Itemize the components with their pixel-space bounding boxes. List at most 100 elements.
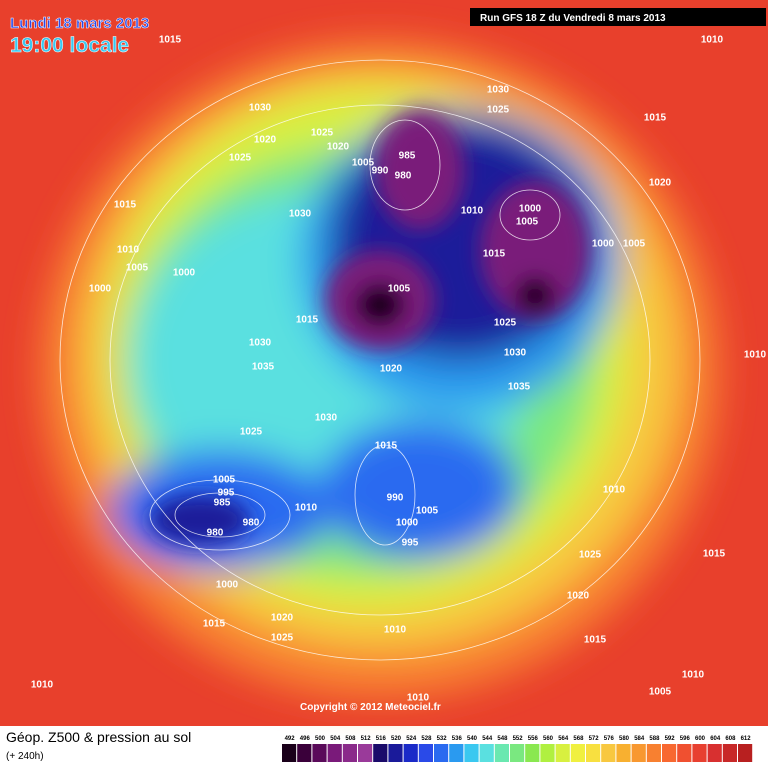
- colorbar-swatch: [722, 744, 737, 762]
- isobar-label: 1015: [114, 200, 137, 211]
- colorbar-swatch: [601, 744, 616, 762]
- colorbar-label: 604: [710, 736, 721, 742]
- colorbar-label: 516: [376, 736, 387, 742]
- isobar-label: 1010: [744, 350, 767, 361]
- colorbar-swatch: [525, 744, 540, 762]
- isobar-label: 1015: [296, 315, 319, 326]
- isobar-label: 1025: [311, 128, 334, 139]
- colorbar-label: 536: [452, 736, 463, 742]
- run-info: Run GFS 18 Z du Vendredi 8 mars 2013: [480, 13, 666, 24]
- colorbar-swatch: [646, 744, 661, 762]
- isobar-label: 1030: [249, 338, 272, 349]
- colorbar-swatch: [662, 744, 677, 762]
- isobar-label: 1010: [461, 206, 484, 217]
- isobar-label: 990: [387, 493, 404, 504]
- isobar-label: 1015: [644, 113, 667, 124]
- colorbar-swatch: [358, 744, 373, 762]
- isobar-label: 1015: [375, 441, 398, 452]
- isobar-label: 1010: [407, 693, 430, 704]
- isobar-label: 1005: [416, 506, 439, 517]
- field: [0, 0, 768, 726]
- isobar-label: 1035: [508, 382, 531, 393]
- isobar-label: 1010: [603, 485, 626, 496]
- colorbar-label: 564: [558, 736, 569, 742]
- colorbar-swatch: [418, 744, 433, 762]
- isobar-label: 1025: [271, 633, 294, 644]
- colorbar-swatch: [479, 744, 494, 762]
- isobar-label: 1030: [289, 209, 312, 220]
- colorbar-swatch: [707, 744, 722, 762]
- isobar-label: 1015: [483, 249, 506, 260]
- isobar-label: 1000: [173, 268, 196, 279]
- colorbar-label: 588: [649, 736, 660, 742]
- date: Lundi 18 mars 2013: [10, 15, 149, 32]
- isobar-label: 1020: [271, 613, 294, 624]
- colorbar-label: 552: [513, 736, 524, 742]
- colorbar-label: 492: [285, 736, 296, 742]
- isobar-label: 1005: [623, 239, 646, 250]
- isobar-label: 1025: [487, 105, 510, 116]
- isobar-label: 985: [399, 151, 416, 162]
- isobar-label: 1020: [567, 591, 590, 602]
- colorbar-label: 608: [725, 736, 736, 742]
- colorbar-swatch: [677, 744, 692, 762]
- isobar-label: 1025: [229, 153, 252, 164]
- colorbar-label: 504: [330, 736, 341, 742]
- isobar-label: 1015: [703, 549, 726, 560]
- isobar-label: 1015: [203, 619, 226, 630]
- isobar-label: 1020: [380, 364, 403, 375]
- colorbar-swatch: [403, 744, 418, 762]
- colorbar-swatch: [434, 744, 449, 762]
- colorbar-swatch: [312, 744, 327, 762]
- colorbar-swatch: [282, 744, 297, 762]
- isobar-label: 1015: [584, 635, 607, 646]
- colorbar-swatch: [570, 744, 585, 762]
- isobar-label: 1030: [487, 85, 510, 96]
- colorbar-label: 528: [421, 736, 432, 742]
- colorbar-label: 508: [345, 736, 356, 742]
- isobar-label: 1035: [252, 362, 275, 373]
- isobar-label: 1000: [216, 580, 239, 591]
- copyright: Copyright © 2012 Meteociel.fr: [300, 702, 441, 713]
- isobar-label: 1010: [31, 680, 54, 691]
- run-box: [470, 8, 766, 26]
- isobar-label: 980: [395, 171, 412, 182]
- colorbar-label: 532: [437, 736, 448, 742]
- colorbar-label: 548: [497, 736, 508, 742]
- isobar-label: 1025: [579, 550, 602, 561]
- isobar-label: 1010: [295, 503, 318, 514]
- isobar-label: 1020: [254, 135, 277, 146]
- isobar-label: 1010: [682, 670, 705, 681]
- isobar-label: 1030: [249, 103, 272, 114]
- isobar-label: 1030: [504, 348, 527, 359]
- colorbar-label: 520: [391, 736, 402, 742]
- legend-title: Géop. Z500 & pression au sol: [6, 729, 191, 745]
- colorbar-label: 544: [482, 736, 493, 742]
- colorbar-label: 568: [573, 736, 584, 742]
- colorbar-swatch: [449, 744, 464, 762]
- isobar-label: 1010: [117, 245, 140, 256]
- isobar-label: 1005: [649, 687, 672, 698]
- colorbar-swatch: [342, 744, 357, 762]
- colorbar-swatch: [586, 744, 601, 762]
- colorbar-label: 572: [589, 736, 600, 742]
- isobar-label: 1005: [516, 217, 539, 228]
- colorbar-label: 592: [665, 736, 676, 742]
- colorbar-label: 584: [634, 736, 645, 742]
- time: 19:00 locale: [10, 34, 129, 57]
- isobar-label: 1020: [327, 142, 350, 153]
- isobar-label: 1030: [315, 413, 338, 424]
- colorbar-swatch: [388, 744, 403, 762]
- colorbar-swatch: [373, 744, 388, 762]
- isobar-label: 990: [372, 166, 389, 177]
- isobar-label: 985: [214, 498, 231, 509]
- isobar-label: 1010: [384, 625, 407, 636]
- colorbar-swatch: [297, 744, 312, 762]
- colorbar-label: 560: [543, 736, 554, 742]
- isobar-label: 1005: [126, 263, 149, 274]
- colorbar-label: 496: [300, 736, 311, 742]
- isobar-label: 1005: [213, 475, 236, 486]
- legend-lead: (+ 240h): [6, 751, 44, 762]
- colorbar-label: 576: [604, 736, 615, 742]
- colorbar-swatch: [738, 744, 753, 762]
